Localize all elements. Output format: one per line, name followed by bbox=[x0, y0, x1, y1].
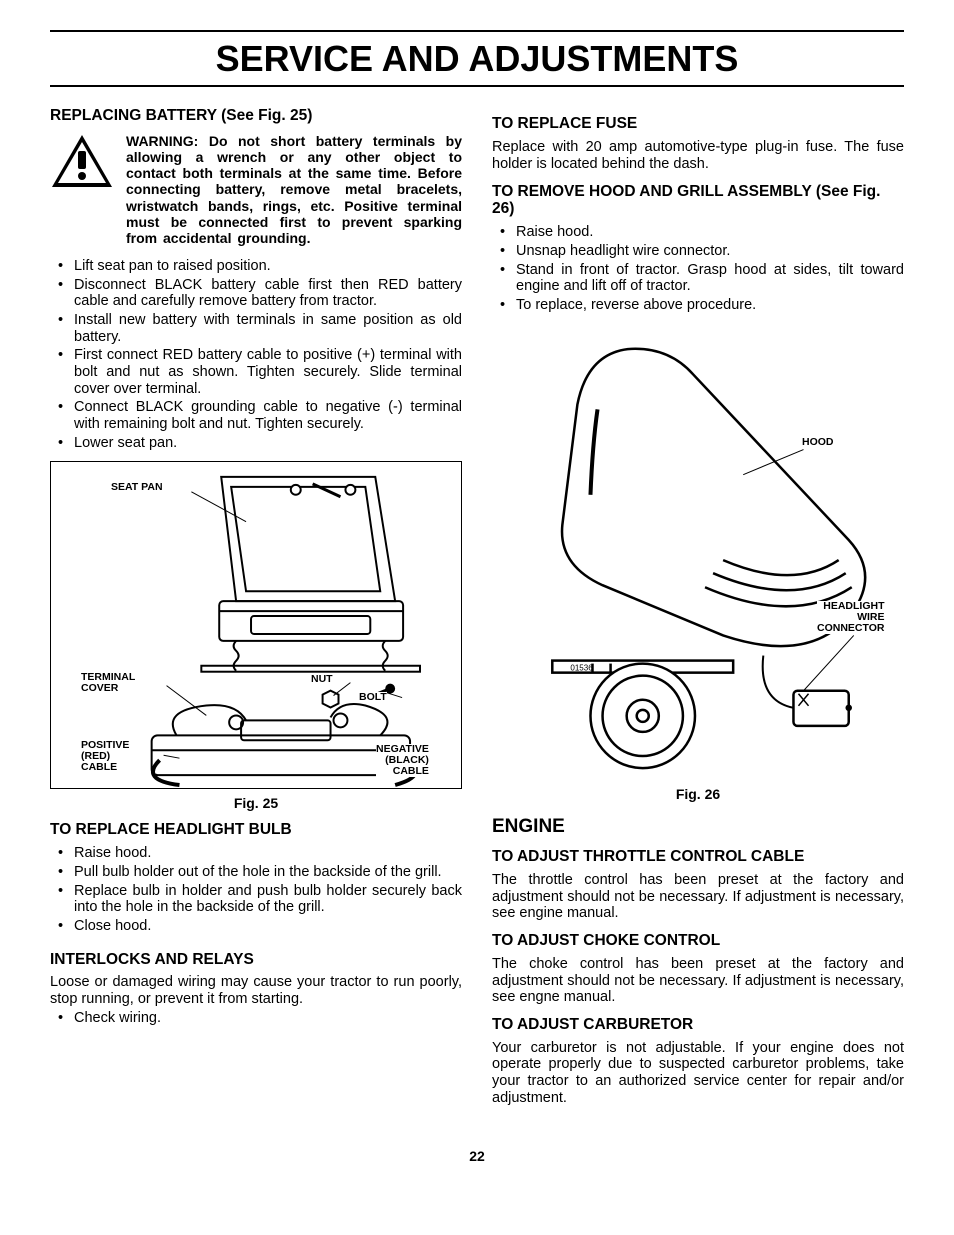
warning-text: WARNING: Do not short battery terminals … bbox=[126, 133, 462, 246]
list-item: Raise hood. bbox=[516, 224, 904, 241]
left-column: REPLACING BATTERY (See Fig. 25) WARNING:… bbox=[50, 97, 462, 1108]
figure-26: 01536 HOOD HEADLIGHT WIRE CONNECTOR bbox=[492, 334, 904, 781]
right-column: TO REPLACE FUSE Replace with 20 amp auto… bbox=[492, 97, 904, 1108]
heading-replace-fuse: TO REPLACE FUSE bbox=[492, 115, 904, 133]
heading-headlight-bulb: TO REPLACE HEADLIGHT BULB bbox=[50, 821, 462, 839]
fig26-part-number: 01536 bbox=[570, 663, 593, 672]
heading-choke: TO ADJUST CHOKE CONTROL bbox=[492, 932, 904, 950]
warning-label: WARNING: bbox=[126, 133, 198, 149]
fig25-label-terminal-cover: TERMINAL COVER bbox=[81, 672, 135, 694]
list-item: Unsnap headlight wire connector. bbox=[516, 243, 904, 260]
list-item: First connect RED battery cable to posit… bbox=[74, 347, 462, 397]
fig26-label-hood: HOOD bbox=[802, 437, 834, 448]
heading-replacing-battery: REPLACING BATTERY (See Fig. 25) bbox=[50, 107, 462, 125]
heading-throttle: TO ADJUST THROTTLE CONTROL CABLE bbox=[492, 848, 904, 866]
heading-engine: ENGINE bbox=[492, 816, 904, 838]
warning-box: WARNING: Do not short battery terminals … bbox=[50, 133, 462, 246]
list-item: Disconnect BLACK battery cable first the… bbox=[74, 277, 462, 310]
list-item: Pull bulb holder out of the hole in the … bbox=[74, 864, 462, 881]
heading-interlocks: INTERLOCKS AND RELAYS bbox=[50, 951, 462, 969]
interlocks-body: Loose or damaged wiring may cause your t… bbox=[50, 974, 462, 1007]
warning-triangle-icon bbox=[50, 133, 114, 189]
carb-body: Your carburetor is not adjustable. If yo… bbox=[492, 1040, 904, 1107]
page-title: SERVICE AND ADJUSTMENTS bbox=[50, 30, 904, 87]
figure-25: SEAT PAN TERMINAL COVER POSITIVE (RED) C… bbox=[50, 461, 462, 789]
fig25-caption: Fig. 25 bbox=[50, 795, 462, 811]
list-item: Install new battery with terminals in sa… bbox=[74, 312, 462, 345]
warning-body: Do not short battery terminals by allowi… bbox=[126, 133, 462, 246]
interlocks-list: Check wiring. bbox=[50, 1010, 462, 1027]
fig25-label-bolt: BOLT bbox=[359, 692, 387, 703]
list-item: Close hood. bbox=[74, 918, 462, 935]
fig25-label-nut: NUT bbox=[311, 674, 333, 685]
throttle-body: The throttle control has been preset at … bbox=[492, 872, 904, 922]
fig25-label-seat-pan: SEAT PAN bbox=[111, 482, 163, 493]
fig25-label-negative: NEGATIVE (BLACK) CABLE bbox=[376, 744, 429, 777]
heading-remove-hood: TO REMOVE HOOD AND GRILL ASSEMBLY (See F… bbox=[492, 183, 904, 219]
fig26-label-connector: HEADLIGHT WIRE CONNECTOR bbox=[817, 601, 884, 634]
list-item: To replace, reverse above procedure. bbox=[516, 297, 904, 314]
list-item: Raise hood. bbox=[74, 845, 462, 862]
hood-steps-list: Raise hood. Unsnap headlight wire connec… bbox=[492, 224, 904, 313]
headlight-steps-list: Raise hood. Pull bulb holder out of the … bbox=[50, 845, 462, 934]
fig26-caption: Fig. 26 bbox=[492, 786, 904, 802]
heading-carburetor: TO ADJUST CARBURETOR bbox=[492, 1016, 904, 1034]
list-item: Connect BLACK grounding cable to negativ… bbox=[74, 399, 462, 432]
list-item: Stand in front of tractor. Grasp hood at… bbox=[516, 262, 904, 295]
list-item: Lift seat pan to raised position. bbox=[74, 258, 462, 275]
battery-steps-list: Lift seat pan to raised position. Discon… bbox=[50, 258, 462, 451]
choke-body: The choke control has been preset at the… bbox=[492, 956, 904, 1006]
list-item: Replace bulb in holder and push bulb hol… bbox=[74, 883, 462, 916]
two-column-layout: REPLACING BATTERY (See Fig. 25) WARNING:… bbox=[50, 97, 904, 1108]
list-item: Lower seat pan. bbox=[74, 435, 462, 452]
fig25-label-positive: POSITIVE (RED) CABLE bbox=[81, 740, 129, 773]
list-item: Check wiring. bbox=[74, 1010, 462, 1027]
page-number: 22 bbox=[50, 1148, 904, 1164]
fuse-body: Replace with 20 amp automotive-type plug… bbox=[492, 139, 904, 172]
